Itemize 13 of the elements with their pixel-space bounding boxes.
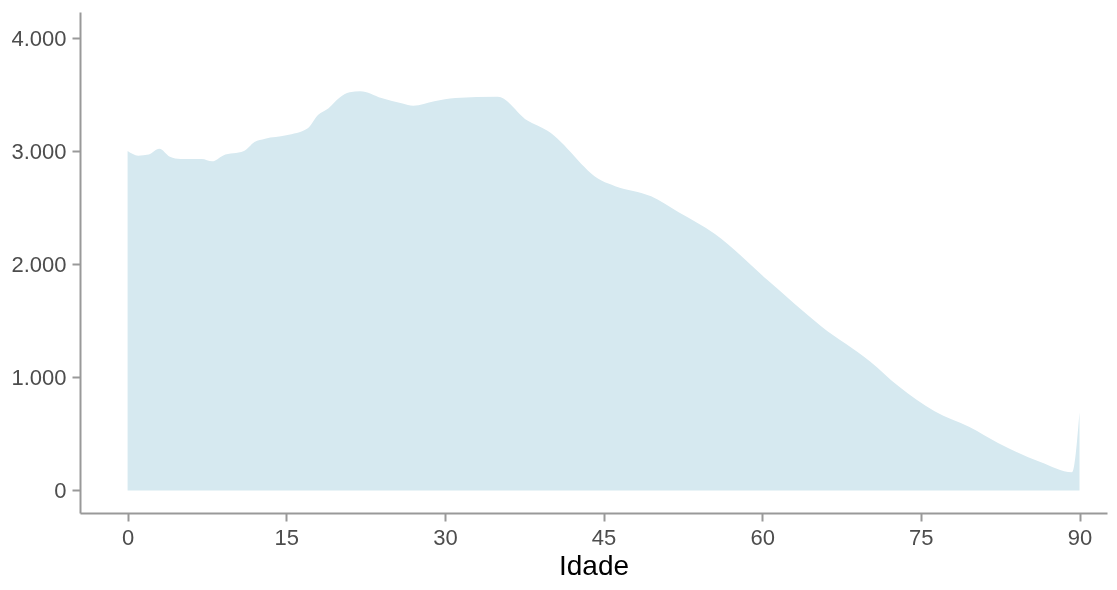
x-tick-label: 30 — [433, 524, 458, 550]
x-tick-label: 45 — [591, 524, 617, 550]
y-tick-label: 0 — [54, 477, 67, 503]
x-tick-label: 60 — [750, 524, 775, 550]
x-tick-label: 15 — [274, 524, 299, 550]
y-tick-label: 1.000 — [11, 364, 67, 390]
x-axis-title: Idade — [558, 549, 630, 581]
y-tick-label: 4.000 — [11, 25, 67, 51]
y-tick-label: 3.000 — [11, 138, 67, 164]
y-tick-label: 2.000 — [11, 251, 67, 277]
x-tick-label: 0 — [121, 524, 135, 550]
x-tick-label: 75 — [909, 524, 934, 550]
x-tick-label: 90 — [1067, 524, 1093, 550]
